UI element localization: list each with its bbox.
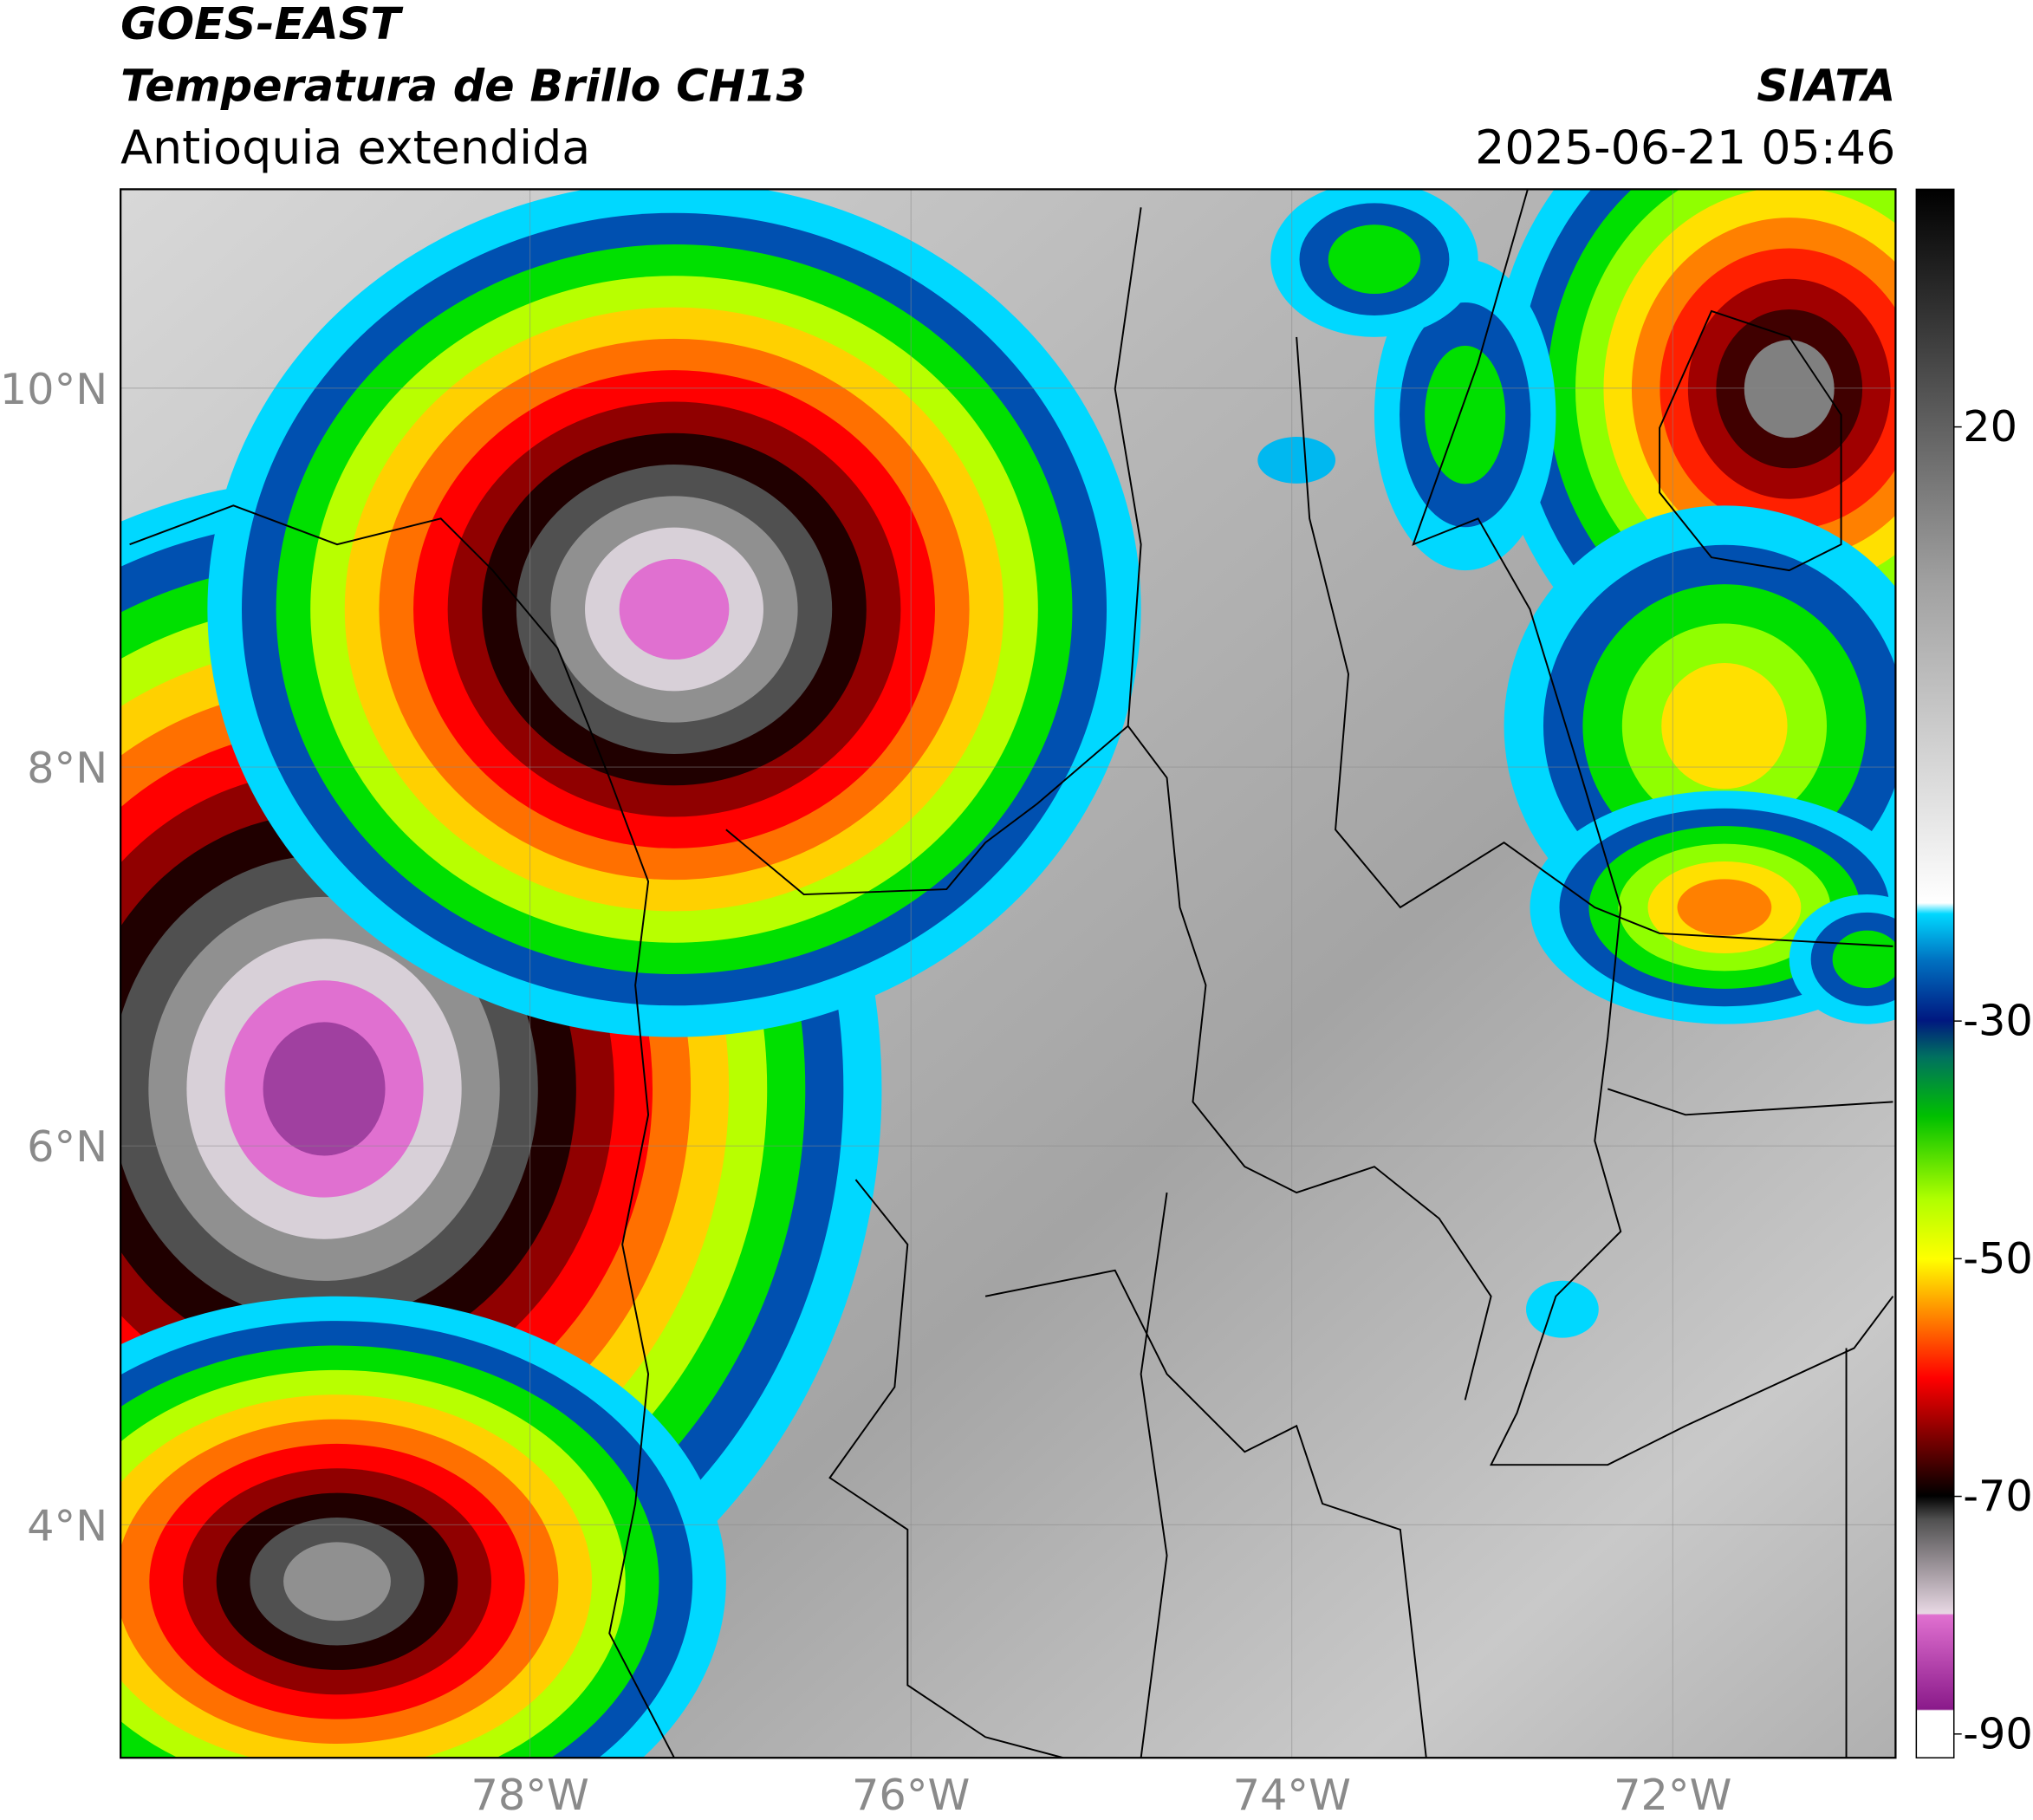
colorbar-tick-label: -50 [1963, 1233, 2033, 1284]
region: Antioquia extendida [120, 120, 590, 174]
x-tick-label: 74°W [1233, 1770, 1351, 1820]
x-tick-label: 78°W [471, 1770, 588, 1820]
axes: 78°W 76°W 74°W 72°W 4°N 6°N 8°N 10°N -90 -70 -50 -3… [0, 364, 2033, 1820]
colorbar-tick-label: 20 [1963, 401, 2017, 452]
border [1607, 309, 1893, 1758]
cloud-layer [619, 558, 730, 660]
cloud-layer [1661, 662, 1788, 790]
x-tick-label: 72°W [1614, 1770, 1731, 1820]
clouds [120, 189, 1896, 1758]
x-tick-label: 76°W [852, 1770, 970, 1820]
border [725, 725, 1492, 1401]
cloud-layer [263, 1022, 386, 1156]
cloud-layer [1832, 930, 1896, 989]
border [129, 504, 675, 1758]
colorbar [1915, 188, 1955, 1758]
colorbar-tick-label: -30 [1963, 996, 2033, 1046]
datetime: 2025-06-21 05:46 [1475, 120, 1895, 174]
cloud-layer [1744, 340, 1835, 439]
colorbar-tick-label: -70 [1963, 1471, 2033, 1521]
grid [120, 189, 1896, 1758]
map [120, 189, 1896, 1758]
border [1412, 189, 1894, 1466]
title: GOES-EAST [120, 0, 404, 49]
border [1114, 207, 1893, 947]
y-tick-label: 10°N [0, 364, 107, 414]
cloud-layer [1525, 1280, 1599, 1338]
y-tick-label: 8°N [27, 743, 107, 793]
border [828, 1179, 1427, 1758]
cloud-layer [1677, 879, 1772, 936]
y-tick-label: 4°N [27, 1500, 107, 1550]
y-tick-label: 6°N [27, 1121, 107, 1172]
source: SIATA [1757, 61, 1895, 112]
cloud-layer [283, 1542, 391, 1622]
cloud-layer [1425, 345, 1506, 484]
map-frame [120, 188, 1897, 1759]
colorbar-tick-label: -90 [1963, 1708, 2033, 1758]
subtitle: Temperatura de Brillo CH13 [120, 61, 807, 112]
cloud-layer [1257, 437, 1336, 484]
cloud-layer [1328, 224, 1421, 295]
borders [129, 189, 1894, 1758]
